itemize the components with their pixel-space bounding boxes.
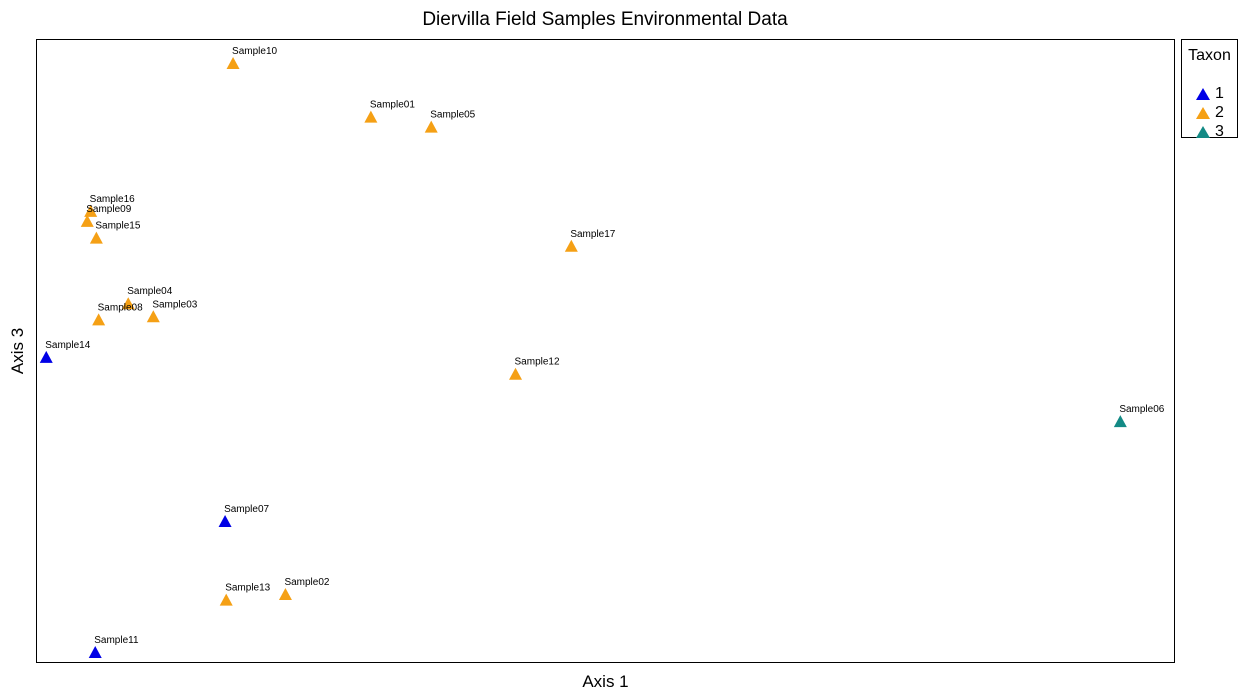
point-label: Sample13 <box>225 583 270 594</box>
legend-marker-taxon-1 <box>1196 88 1210 100</box>
point-label: Sample16 <box>90 194 135 205</box>
point-marker <box>218 514 232 527</box>
point-marker <box>39 350 53 363</box>
point-marker <box>1113 415 1127 428</box>
plot-area <box>36 39 1175 663</box>
point-sample08: Sample08 <box>92 302 143 326</box>
point-marker <box>278 587 292 600</box>
point-label: Sample07 <box>224 504 269 515</box>
point-sample10: Sample10 <box>226 46 278 69</box>
point-sample16: Sample16 <box>84 194 135 217</box>
legend-title: Taxon <box>1188 47 1231 64</box>
legend-label-taxon-2: 2 <box>1215 104 1224 121</box>
point-marker <box>88 646 102 659</box>
point-marker <box>219 593 233 606</box>
point-label: Sample05 <box>430 110 475 121</box>
point-label: Sample02 <box>284 577 329 588</box>
point-marker <box>364 110 378 123</box>
point-marker <box>84 204 98 217</box>
point-marker <box>509 367 523 380</box>
point-marker <box>424 120 438 133</box>
legend-marker-taxon-2 <box>1196 107 1210 119</box>
point-sample17: Sample17 <box>564 229 616 252</box>
point-sample06: Sample06 <box>1113 404 1165 428</box>
legend-label-taxon-1: 1 <box>1215 85 1224 102</box>
x-axis-label: Axis 1 <box>582 672 629 691</box>
point-marker <box>92 313 106 326</box>
point-sample04: Sample04 <box>121 286 173 310</box>
point-marker <box>89 231 103 244</box>
legend: Taxon 1 2 3 <box>1181 39 1238 140</box>
legend-entry-taxon-1: 1 <box>1196 84 1224 104</box>
point-label: Sample03 <box>152 299 197 310</box>
point-label: Sample09 <box>86 204 131 215</box>
point-marker <box>121 297 135 310</box>
point-label: Sample01 <box>370 100 415 111</box>
point-label: Sample15 <box>95 221 140 232</box>
point-sample11: Sample11 <box>88 635 139 659</box>
point-label: Sample14 <box>45 340 90 351</box>
chart-title: Diervilla Field Samples Environmental Da… <box>422 9 788 30</box>
point-label: Sample17 <box>570 229 615 240</box>
point-sample13: Sample13 <box>219 583 271 606</box>
legend-label-taxon-3: 3 <box>1215 123 1224 140</box>
point-sample01: Sample01 <box>364 100 415 123</box>
point-label: Sample08 <box>98 302 143 313</box>
point-sample07: Sample07 <box>218 504 270 527</box>
point-label: Sample10 <box>232 46 277 57</box>
point-sample15: Sample15 <box>89 221 141 244</box>
point-sample12: Sample12 <box>509 357 560 380</box>
point-marker <box>226 56 240 69</box>
point-marker <box>564 239 578 252</box>
point-label: Sample12 <box>515 357 560 368</box>
y-axis-label: Axis 3 <box>8 327 27 375</box>
point-sample03: Sample03 <box>146 299 198 323</box>
legend-entry-taxon-2: 2 <box>1196 103 1224 123</box>
point-sample02: Sample02 <box>278 577 330 600</box>
legend-marker-taxon-3 <box>1196 126 1210 138</box>
legend-entry-taxon-3: 3 <box>1196 122 1224 142</box>
point-sample09: Sample09 <box>80 204 132 227</box>
point-label: Sample06 <box>1119 404 1164 415</box>
point-label: Sample11 <box>94 635 139 646</box>
point-marker <box>80 214 94 227</box>
point-sample14: Sample14 <box>39 340 91 363</box>
point-marker <box>146 310 160 323</box>
point-label: Sample04 <box>127 286 172 297</box>
point-sample05: Sample05 <box>424 110 476 133</box>
